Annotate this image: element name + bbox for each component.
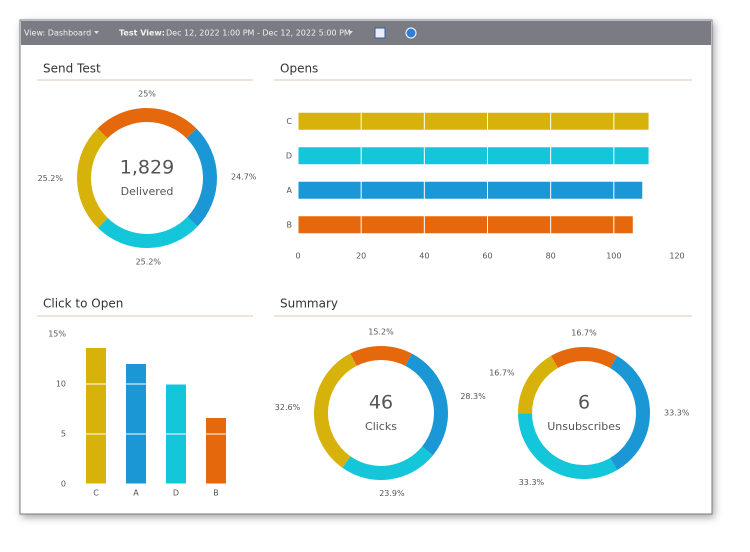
bar xyxy=(298,216,633,234)
segment-label: 25.2% xyxy=(136,257,162,266)
donut-segment xyxy=(517,355,559,414)
segment-label: 24.7% xyxy=(231,173,257,182)
donut-segment xyxy=(405,353,448,456)
panel-title: Opens xyxy=(280,62,318,76)
segment-label: 25% xyxy=(138,90,156,99)
y-tick-label: 15% xyxy=(48,330,66,339)
panel-title: Click to Open xyxy=(43,297,123,311)
bar xyxy=(298,147,649,165)
dropdown-arrow xyxy=(94,31,99,34)
frame xyxy=(19,19,713,515)
donut-segment xyxy=(342,446,433,480)
donut-segment xyxy=(518,412,618,479)
y-tick-label: B xyxy=(287,220,293,229)
donut-segment xyxy=(314,353,357,468)
x-tick-label: 80 xyxy=(546,252,556,261)
segment-label: 33.3% xyxy=(519,478,545,487)
toolbar xyxy=(21,21,711,45)
segment-label: 32.6% xyxy=(275,403,301,412)
y-tick-label: 10 xyxy=(56,380,66,389)
donut-segment xyxy=(550,347,618,369)
bar xyxy=(86,348,106,484)
y-tick-label: D xyxy=(286,151,292,160)
segment-label: 16.7% xyxy=(489,369,515,378)
donut-segment xyxy=(97,108,197,139)
x-tick-label: 40 xyxy=(419,252,429,261)
y-tick-label: 0 xyxy=(61,480,66,489)
donut-segment xyxy=(77,128,108,228)
calendar-icon[interactable] xyxy=(374,27,386,39)
center-value: 1,829 xyxy=(120,157,174,179)
x-tick-label: 100 xyxy=(606,252,621,261)
donut-segment xyxy=(98,216,198,248)
panel-title: Summary xyxy=(280,297,338,311)
dropdown-arrow xyxy=(348,31,353,34)
x-tick-label: 120 xyxy=(669,252,684,261)
center-caption: Clicks xyxy=(365,420,397,433)
center-caption: Unsubscribes xyxy=(547,420,621,433)
bar xyxy=(298,181,643,199)
test-view-label: Test View: xyxy=(119,29,165,38)
refresh-icon[interactable] xyxy=(405,27,417,39)
x-tick-label: C xyxy=(93,489,99,498)
donut-segment xyxy=(609,355,650,471)
y-tick-label: A xyxy=(287,186,293,195)
bar xyxy=(206,418,226,484)
segment-label: 25.2% xyxy=(38,174,64,183)
x-tick-label: 0 xyxy=(295,252,300,261)
segment-label: 16.7% xyxy=(571,329,597,338)
segment-label: 23.9% xyxy=(379,489,405,498)
y-tick-label: 5 xyxy=(61,430,66,439)
center-value: 46 xyxy=(369,392,393,414)
center-caption: Delivered xyxy=(121,185,174,198)
view-selector[interactable]: View: Dashboard xyxy=(24,29,91,38)
bar xyxy=(298,112,649,130)
segment-label: 28.3% xyxy=(460,392,486,401)
x-tick-label: 60 xyxy=(482,252,492,261)
x-tick-label: 20 xyxy=(356,252,366,261)
x-tick-label: A xyxy=(133,489,139,498)
test-view-range[interactable]: Dec 12, 2022 1:00 PM - Dec 12, 2022 5:00… xyxy=(166,29,351,38)
donut-segment xyxy=(350,346,412,367)
x-tick-label: B xyxy=(213,489,219,498)
bar xyxy=(126,364,146,484)
center-value: 6 xyxy=(578,392,590,414)
segment-label: 15.2% xyxy=(368,328,394,337)
x-tick-label: D xyxy=(173,489,179,498)
panel-title: Send Test xyxy=(43,62,101,76)
segment-label: 33.3% xyxy=(664,409,690,418)
y-tick-label: C xyxy=(286,117,292,126)
donut-segment xyxy=(186,128,217,227)
